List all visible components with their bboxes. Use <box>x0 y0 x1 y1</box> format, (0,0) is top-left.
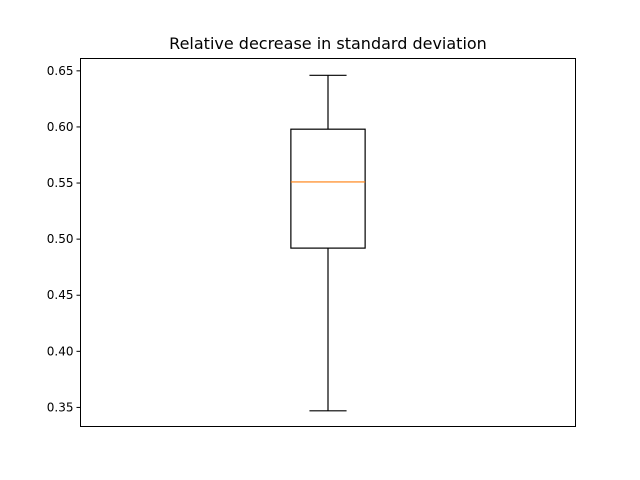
y-tick-label: 0.40 <box>47 344 74 358</box>
y-tick-label: 0.35 <box>47 400 74 414</box>
y-axis: 0.35 0.40 0.45 0.50 0.55 0.60 0.65 <box>47 64 81 414</box>
y-tick-label: 0.45 <box>47 288 74 302</box>
y-tick-label: 0.65 <box>47 64 74 78</box>
chart-title: Relative decrease in standard deviation <box>169 34 487 53</box>
y-tick-label: 0.50 <box>47 232 74 246</box>
y-tick-label: 0.55 <box>47 176 74 190</box>
y-tick-label: 0.60 <box>47 120 74 134</box>
iqr-box <box>290 128 366 249</box>
plot-marks <box>290 74 366 412</box>
plot-frame <box>80 58 576 427</box>
